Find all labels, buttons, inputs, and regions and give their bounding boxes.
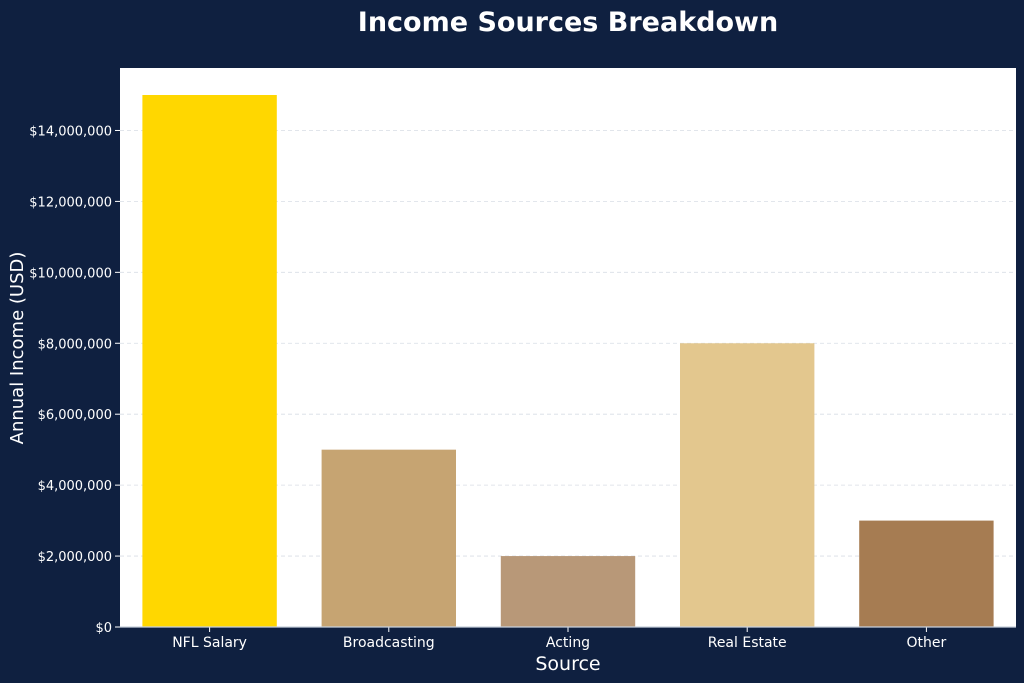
x-tick-label: NFL Salary — [172, 635, 247, 651]
y-tick-label: $2,000,000 — [38, 550, 112, 565]
bar-nfl-salary — [142, 95, 277, 627]
y-axis-label: Annual Income (USD) — [7, 252, 28, 445]
y-axis-ticks: $0 $2,000,000 $4,000,000 $6,000,000 $8,000,0… — [29, 124, 120, 636]
x-tick-label: Broadcasting — [343, 635, 435, 651]
x-tick-label: Other — [907, 635, 947, 651]
x-tick-label: Acting — [546, 635, 590, 651]
bars — [142, 95, 994, 627]
y-tick-label: $0 — [95, 621, 112, 636]
y-tick-label: $8,000,000 — [38, 337, 112, 352]
x-axis-label: Source — [535, 653, 600, 675]
y-tick-label: $14,000,000 — [29, 124, 112, 139]
y-tick-label: $10,000,000 — [29, 266, 112, 281]
bar-acting — [500, 556, 636, 627]
y-tick-label: $4,000,000 — [38, 479, 112, 494]
y-tick-label: $6,000,000 — [38, 408, 112, 423]
x-axis-ticks: NFL Salary Broadcasting Acting Real Estate O… — [172, 627, 947, 651]
bar-other — [859, 520, 994, 627]
bar-broadcasting — [321, 449, 456, 627]
y-tick-label: $12,000,000 — [29, 195, 112, 210]
chart-title: Income Sources Breakdown — [358, 7, 778, 38]
bar-real-estate — [680, 343, 815, 627]
x-tick-label: Real Estate — [708, 635, 787, 651]
